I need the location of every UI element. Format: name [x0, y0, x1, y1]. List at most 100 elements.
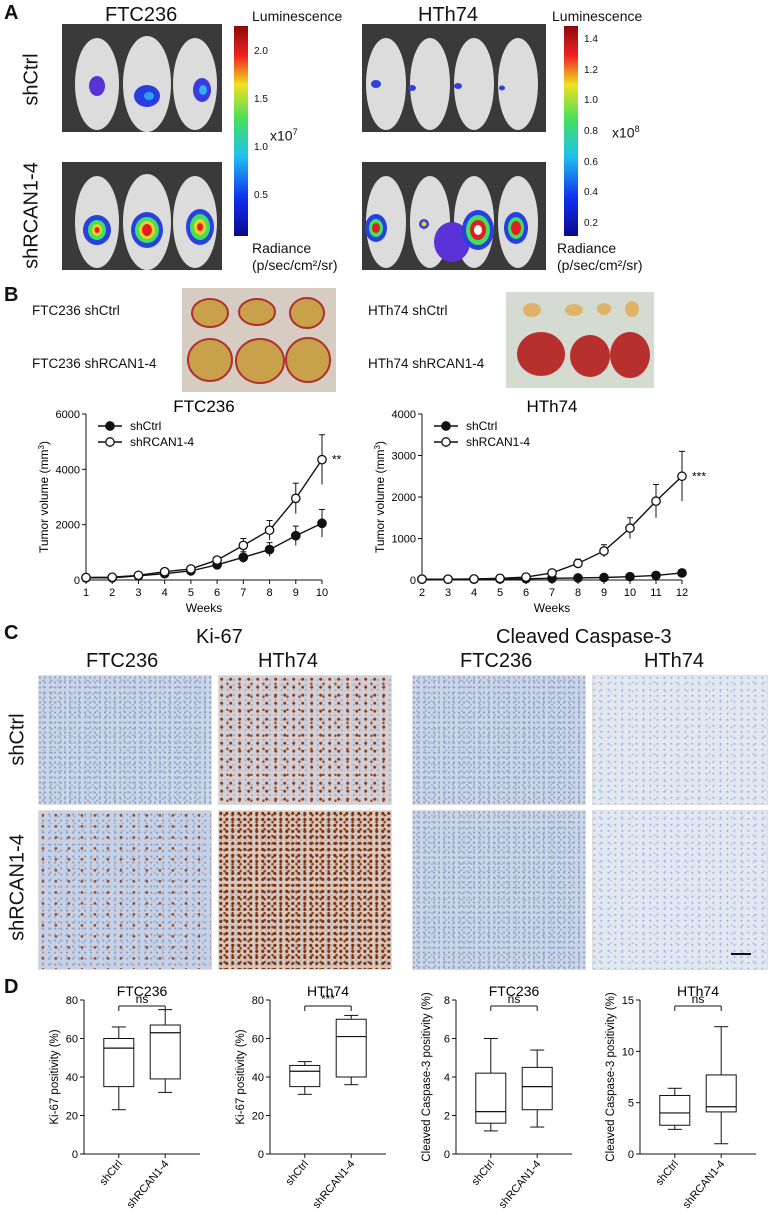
ihc-casp-hth-shctrl — [592, 675, 768, 805]
box — [705, 1074, 737, 1113]
y-axis-title: Tumor volume (mm3) — [373, 441, 387, 553]
panel-a-left-title: FTC236 — [105, 4, 178, 26]
x-axis-title: Weeks — [534, 601, 570, 614]
ihc-ki67-hth-shrcan — [218, 810, 392, 970]
ihc-ki67-ftc-shctrl — [38, 675, 212, 805]
box — [475, 1072, 507, 1124]
colorbar-tick: 1.0 — [254, 142, 268, 153]
panel-a-row-label-shctrl: shCtrl — [20, 53, 43, 106]
ihc-casp-hth-shrcan — [592, 810, 768, 970]
panel-a-row-label-shrcan: shRCAN1-4 — [20, 162, 43, 269]
boxplot-title: FTC236 — [489, 983, 540, 999]
colorbar-tick: 1.4 — [584, 34, 598, 45]
legend-marker — [105, 437, 115, 447]
x-tick-label: 8 — [266, 587, 272, 599]
colorbar-tick: 1.5 — [254, 94, 268, 105]
colorbar-tick: 1.0 — [584, 95, 598, 107]
boxplot-title: FTC236 — [117, 983, 168, 999]
y-tick-label: 2000 — [392, 492, 416, 504]
ihc-casp-ftc-shctrl — [412, 675, 586, 805]
chart-title: FTC236 — [173, 397, 234, 416]
col-label-3: FTC236 — [460, 650, 533, 672]
data-point — [186, 564, 196, 574]
data-point — [443, 574, 453, 585]
panel-letter-d: D — [4, 976, 19, 998]
y-tick-label: 0 — [72, 1149, 78, 1161]
panel-letter-c: C — [4, 622, 19, 644]
data-point — [625, 571, 635, 582]
data-point — [107, 572, 118, 583]
y-tick-label: 40 — [252, 1072, 264, 1084]
y-tick-label: 10 — [622, 1046, 634, 1058]
colorbar-left-ticks: 2.0 1.5 1.0 0.5 — [254, 26, 294, 236]
colorbar-tick: 1.2 — [584, 64, 598, 76]
chart-title: HTh74 — [526, 397, 577, 416]
x-tick-label: 5 — [497, 587, 503, 599]
label-hth-shrcan: HTh74 shRCAN1-4 — [368, 356, 485, 371]
col-label-1: FTC236 — [86, 650, 159, 672]
y-axis-title: Ki-67 positivity (%) — [49, 1029, 61, 1124]
data-point — [469, 574, 479, 584]
tumor-photo-hth — [506, 292, 654, 388]
colorbar-right-title: Luminescence — [552, 8, 643, 24]
data-point — [573, 558, 583, 569]
colorbar-tick: 0.8 — [584, 126, 598, 137]
series-line-shCtrl — [86, 522, 323, 579]
y-tick-label: 2 — [444, 1111, 450, 1123]
y-tick-label: 6 — [444, 1034, 450, 1046]
tumor-photo-ftc — [182, 288, 336, 392]
x-tick-label: 11 — [650, 587, 661, 599]
x-tick-label: 7 — [549, 587, 555, 599]
x-tick-label: 6 — [214, 587, 220, 599]
ihc-ki67-hth-shctrl — [218, 675, 392, 805]
colorbar-tick: 0.5 — [254, 190, 268, 201]
panel-c-row-label-shrcan: shRCAN1-4 — [6, 834, 29, 941]
colorbar-right-ticks: 1.4 1.2 1.0 0.8 0.6 0.4 0.2 — [584, 26, 624, 236]
data-point — [212, 555, 222, 565]
y-tick-label: 20 — [66, 1111, 78, 1123]
y-tick-label: 0 — [444, 1149, 450, 1161]
col-label-2: HTh74 — [258, 650, 319, 672]
x-tick-label: 2 — [419, 587, 425, 599]
data-point — [317, 518, 327, 529]
data-point — [651, 496, 661, 507]
x-category-label: shCtrl — [469, 1158, 497, 1188]
x-category-label: shRCAN1-4 — [497, 1158, 544, 1211]
x-tick-label: 3 — [135, 587, 141, 599]
radiance-label-left: Radiance (p/sec/cm²/sr) — [252, 240, 338, 273]
x-category-label: shRCAN1-4 — [311, 1158, 358, 1211]
panel-c-row-label-shctrl: shCtrl — [6, 713, 29, 766]
legend-label: shCtrl — [466, 419, 497, 433]
y-axis-title: Cleaved Caspase-3 positivity (%) — [605, 992, 617, 1162]
col-label-4: HTh74 — [644, 650, 705, 672]
box — [103, 1038, 135, 1088]
imaging-ftc-shrcan — [62, 162, 222, 270]
colorbar-right — [564, 26, 578, 236]
multiplier-right: x108 — [612, 124, 640, 141]
data-point — [521, 572, 531, 582]
radiance-label-right: Radiance (p/sec/cm²/sr) — [557, 240, 643, 273]
colorbar-tick: 2.0 — [254, 46, 268, 57]
multiplier-left: x107 — [270, 127, 298, 144]
y-tick-label: 2000 — [56, 520, 80, 532]
growth-chart-hth: HTh74 0 1000 2000 3000 4000 2 3 4 5 6 7 8 9 10 11 12 Week… — [373, 397, 706, 614]
significance-label: *** — [692, 469, 706, 483]
data-point — [238, 552, 249, 563]
y-tick-label: 60 — [252, 1034, 264, 1046]
y-tick-label: 0 — [74, 575, 80, 587]
x-tick-label: 9 — [601, 587, 607, 599]
y-tick-label: 4000 — [392, 409, 416, 421]
y-tick-label: 5 — [628, 1098, 634, 1110]
growth-chart-ftc: FTC236 0 2000 4000 6000 1 2 3 4 5 6 7 8 9 10 Weeks Tumor… — [37, 397, 342, 614]
y-tick-label: 0 — [628, 1149, 634, 1161]
data-point — [290, 530, 301, 541]
y-axis-title: Tumor volume (mm3) — [37, 441, 51, 553]
legend-label: shCtrl — [130, 419, 161, 433]
legend-marker — [441, 437, 451, 447]
colorbar-tick: 0.6 — [584, 156, 598, 168]
x-tick-label: 7 — [240, 587, 246, 599]
y-tick-label: 40 — [66, 1072, 78, 1084]
imaging-hth-shrcan — [362, 162, 546, 270]
series-line-shRCAN1-4 — [422, 475, 683, 580]
x-tick-label: 5 — [188, 587, 194, 599]
